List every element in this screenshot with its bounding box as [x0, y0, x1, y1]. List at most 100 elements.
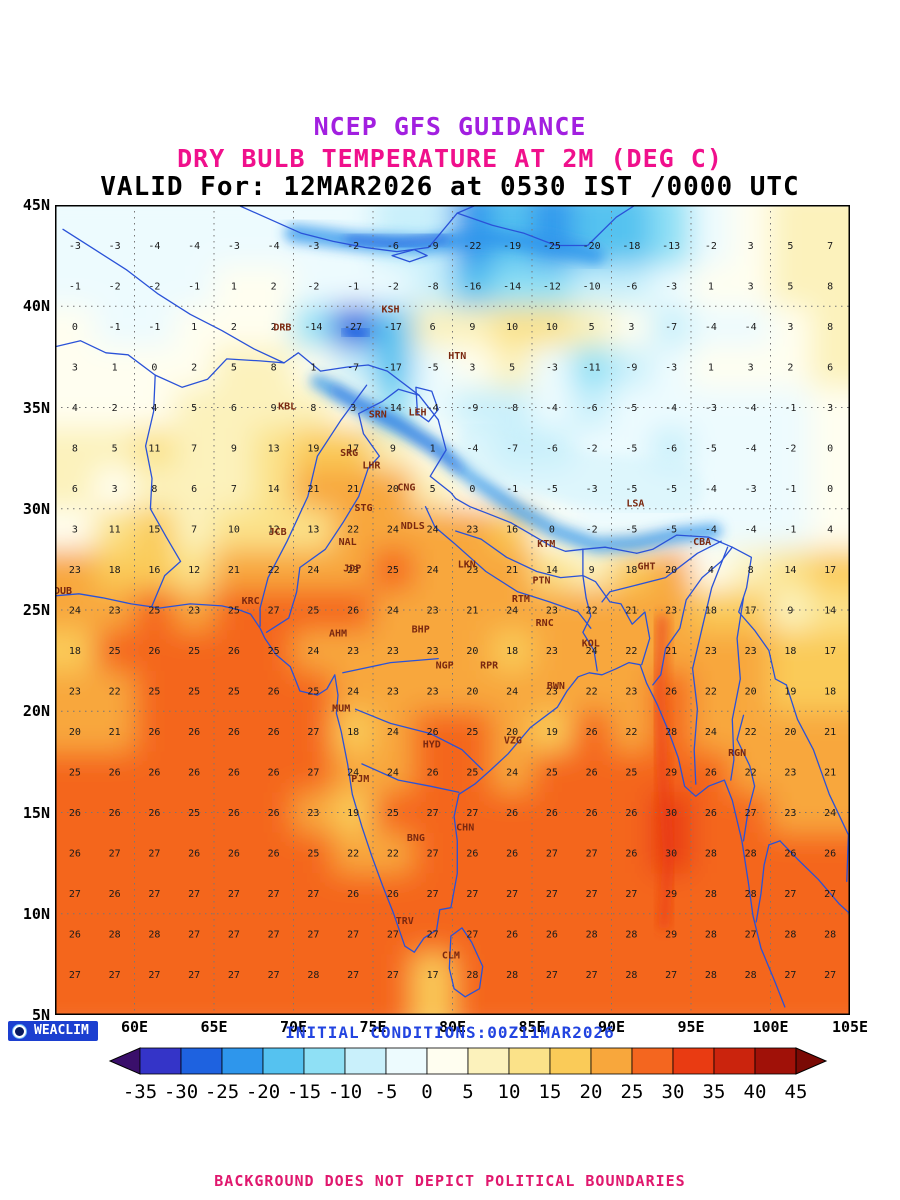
temp-value: 14 — [546, 565, 558, 576]
city-label-lhr: LHR — [362, 460, 381, 471]
city-label-ndls: NDLS — [401, 521, 425, 532]
temp-value: 27 — [268, 606, 280, 617]
temp-value: 27 — [228, 970, 240, 981]
boundary-line — [601, 540, 722, 603]
colorbar-tick-label: 40 — [744, 1081, 767, 1103]
city-label-vzg: VZG — [504, 736, 522, 747]
temp-value: 23 — [546, 646, 558, 657]
temp-value: 26 — [546, 808, 558, 819]
temp-value: 1 — [708, 363, 714, 374]
boundary-line — [391, 248, 428, 263]
temp-value: 3 — [350, 403, 356, 414]
temp-value: 26 — [387, 889, 399, 900]
field-accent — [341, 322, 370, 343]
temp-value: 26 — [586, 727, 598, 738]
temp-value: 0 — [549, 525, 555, 536]
temp-value: 17 — [745, 606, 757, 617]
temp-value: 5 — [191, 403, 197, 414]
temp-value: 22 — [268, 565, 280, 576]
temp-value: -25 — [543, 241, 561, 252]
temp-value: 26 — [427, 727, 439, 738]
temp-value: -7 — [347, 363, 359, 374]
temp-value: 27 — [387, 970, 399, 981]
city-label-ptn: PTN — [532, 576, 550, 587]
temp-value: 20 — [665, 565, 677, 576]
temp-value: 26 — [347, 889, 359, 900]
temp-value: 25 — [148, 687, 160, 698]
boundary-line — [730, 597, 745, 781]
temp-value: 22 — [387, 849, 399, 860]
temp-value: 26 — [506, 849, 518, 860]
colorbar-tick-label: 30 — [662, 1081, 685, 1103]
temp-value: 28 — [148, 930, 160, 941]
temp-value: -7 — [506, 444, 518, 455]
city-label-rnc: RNC — [536, 618, 554, 629]
temp-value: 14 — [824, 606, 836, 617]
temp-value: 27 — [347, 930, 359, 941]
temp-value: 18 — [625, 565, 637, 576]
temp-value: 1 — [231, 282, 237, 293]
boundary-line — [731, 546, 788, 686]
temp-value: 20 — [466, 687, 478, 698]
temp-value: 28 — [705, 930, 717, 941]
temp-value: 3 — [827, 403, 833, 414]
temp-value: 8 — [827, 322, 833, 333]
temp-value: 23 — [784, 768, 796, 779]
temp-value: 27 — [268, 970, 280, 981]
temp-value: 2 — [112, 403, 118, 414]
temp-value: 14 — [784, 565, 796, 576]
temp-value: -1 — [347, 282, 359, 293]
colorbar-segment — [467, 1047, 510, 1075]
colorbar-left-arrow — [108, 1047, 141, 1075]
temp-value: -1 — [784, 484, 796, 495]
temp-value: 11 — [109, 525, 121, 536]
lat-tick: 5N — [31, 1006, 50, 1024]
brand-label: WEACLIM — [34, 1023, 89, 1038]
colorbar-tick-label: 35 — [703, 1081, 726, 1103]
temp-value: 25 — [307, 849, 319, 860]
temp-value: -6 — [665, 444, 677, 455]
city-label-kol: KOL — [582, 638, 600, 649]
temp-value: -4 — [466, 444, 478, 455]
temp-value: 18 — [705, 606, 717, 617]
colorbar-tick-label: -5 — [375, 1081, 398, 1103]
temp-value: 20 — [745, 687, 757, 698]
temp-value: 26 — [148, 808, 160, 819]
boundary-line — [418, 394, 457, 500]
lon-tick: 95E — [677, 1018, 705, 1036]
temp-value: -6 — [625, 282, 637, 293]
lat-tick: 40N — [22, 297, 50, 316]
temp-value: -5 — [625, 403, 637, 414]
temp-value: 26 — [427, 768, 439, 779]
boundary-line — [455, 497, 584, 552]
temp-value: 22 — [347, 849, 359, 860]
temp-value: -1 — [109, 322, 121, 333]
temp-value: -9 — [625, 363, 637, 374]
map-frame — [55, 205, 850, 1015]
temp-value: 27 — [347, 970, 359, 981]
temp-value: 4 — [72, 403, 78, 414]
temp-value: -2 — [387, 282, 399, 293]
temp-value: 26 — [586, 768, 598, 779]
temp-value: 9 — [271, 403, 277, 414]
city-label-drb: DRB — [273, 323, 291, 334]
temp-value: -14 — [384, 403, 402, 414]
temp-value: -5 — [665, 525, 677, 536]
temp-value: -5 — [625, 444, 637, 455]
colorbar-segment — [262, 1047, 305, 1075]
temp-value: 24 — [705, 727, 717, 738]
city-label-clm: CLM — [442, 950, 460, 961]
temp-value: 21 — [665, 646, 677, 657]
colorbar-segment — [180, 1047, 223, 1075]
city-label-krc: KRC — [242, 596, 260, 607]
colorbar-segment — [344, 1047, 387, 1075]
temp-value: 27 — [427, 808, 439, 819]
temp-value: 21 — [228, 565, 240, 576]
temp-value: 24 — [347, 687, 359, 698]
temperature-field — [55, 205, 850, 1015]
temp-value: 24 — [427, 565, 439, 576]
temp-value: 4 — [827, 525, 833, 536]
temp-value: -1 — [69, 282, 81, 293]
temp-value: 26 — [188, 768, 200, 779]
temp-value: 8 — [72, 444, 78, 455]
